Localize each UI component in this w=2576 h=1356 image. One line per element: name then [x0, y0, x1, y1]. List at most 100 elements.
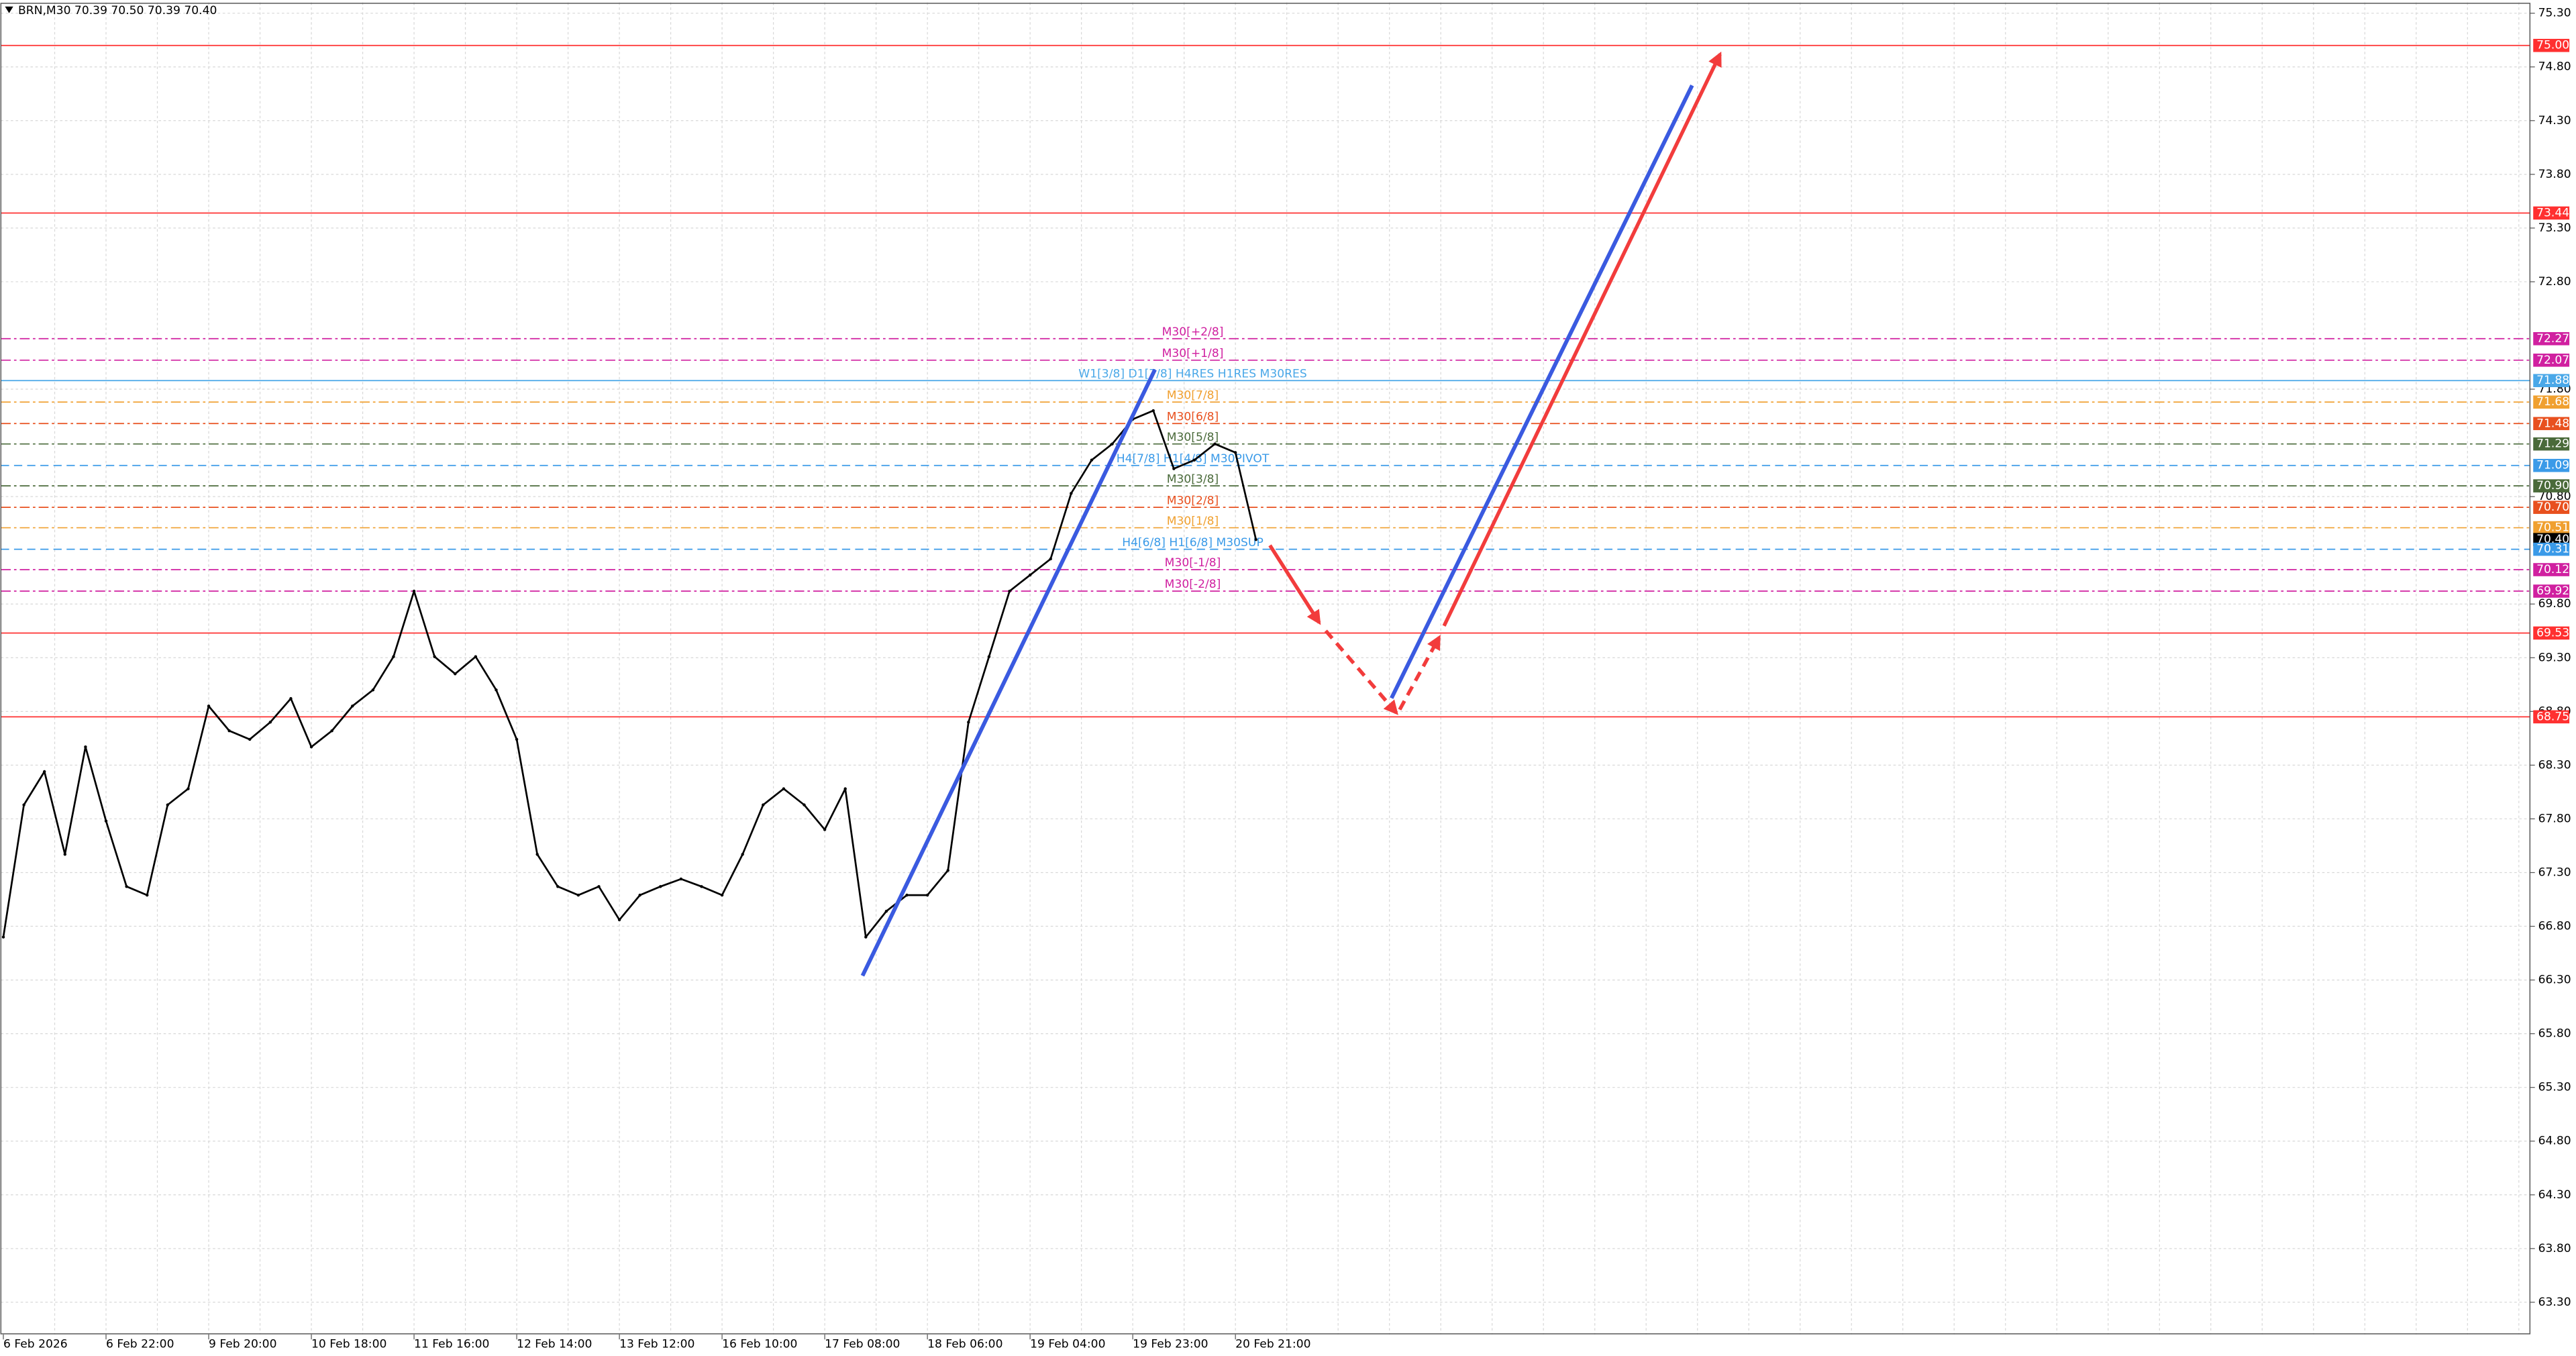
price-point	[762, 803, 765, 806]
arrow-dashed	[1398, 635, 1441, 711]
y-tick-label: 63.30	[2538, 1296, 2571, 1309]
x-tick-label: 12 Feb 14:00	[517, 1338, 592, 1351]
y-tick-label: 67.80	[2538, 812, 2571, 825]
level-box	[2533, 354, 2570, 367]
price-point	[1090, 458, 1094, 462]
price-point	[884, 909, 888, 913]
arrow-dashed	[1324, 629, 1398, 715]
price-point	[864, 935, 868, 939]
price-point	[146, 893, 149, 897]
price-point	[330, 729, 333, 733]
y-tick-label: 74.80	[2538, 60, 2571, 74]
price-point	[351, 705, 354, 708]
level-box	[2533, 584, 2570, 598]
level-label: 72.07	[2536, 354, 2569, 367]
level-text: M30[1/8]	[1167, 515, 1219, 528]
level-text: M30[6/8]	[1167, 410, 1219, 423]
price-point	[454, 672, 457, 676]
x-tick-label: 6 Feb 2026	[3, 1338, 68, 1351]
price-line	[2, 409, 1257, 938]
level-label: 70.12	[2536, 563, 2569, 576]
level-text: M30[+2/8]	[1162, 325, 1224, 339]
price-point	[268, 721, 272, 724]
price-point	[84, 745, 87, 749]
level-label: 69.53	[2536, 626, 2569, 639]
y-tick-label: 70.80	[2538, 490, 2571, 503]
level-label: 70.70	[2536, 501, 2569, 514]
price-point	[556, 885, 560, 888]
axis: 63.30 63.80 64.30 64.80 65.30 65.80 66.30 66.80…	[3, 7, 2571, 1351]
y-tick-label: 72.80	[2538, 275, 2571, 289]
y-tick-label: 73.80	[2538, 168, 2571, 181]
price-point	[987, 655, 991, 658]
y-tick-label: 66.80	[2538, 920, 2571, 933]
level-label: 72.27	[2536, 332, 2569, 346]
level-box	[2533, 710, 2570, 724]
price	[1, 409, 1257, 939]
price-point	[700, 885, 703, 888]
price-point	[495, 688, 498, 692]
y-tick-label: 65.30	[2538, 1081, 2571, 1094]
price-point	[42, 770, 46, 774]
price-point	[1, 935, 5, 939]
arrow	[1268, 544, 1321, 625]
level-box	[2533, 38, 2570, 52]
x-tick-label: 18 Feb 06:00	[927, 1338, 1002, 1351]
y-tick-label: 69.30	[2538, 651, 2571, 664]
level-box	[2533, 206, 2570, 220]
y-tick-label: 67.30	[2538, 866, 2571, 879]
price-point	[104, 819, 108, 823]
levels: M30[+2/8] M30[+1/8] W1[3/8] D1[7/8] H4RES …	[1, 44, 2530, 718]
level-box	[2533, 458, 2570, 472]
level-box	[2533, 374, 2570, 388]
x-tick-label: 10 Feb 18:00	[311, 1338, 387, 1351]
price-point	[474, 655, 478, 658]
price-point	[309, 745, 313, 749]
price-point	[1254, 537, 1257, 541]
level-box	[2533, 437, 2570, 451]
price-point	[597, 885, 601, 888]
level-box	[2533, 331, 2570, 346]
price-point	[1192, 458, 1196, 462]
price-point	[967, 721, 970, 724]
x-tick-label: 16 Feb 10:00	[722, 1338, 797, 1351]
price-point	[1111, 442, 1114, 446]
y-tick-label: 66.30	[2538, 974, 2571, 987]
x-tick-label: 6 Feb 22:00	[106, 1338, 174, 1351]
price-point	[741, 853, 744, 856]
price-point	[1172, 467, 1176, 470]
price-point	[843, 787, 847, 790]
x-tick-label: 19 Feb 23:00	[1133, 1338, 1208, 1351]
level-label: 71.29	[2536, 437, 2569, 451]
level-box	[2533, 501, 2570, 514]
price-point	[679, 877, 683, 881]
level-text: M30[+1/8]	[1162, 347, 1224, 360]
level-text: H4[7/8] H1[4/8] M30PIVOT	[1117, 452, 1270, 466]
price-point	[905, 893, 909, 897]
price-point	[289, 696, 293, 700]
price-point	[617, 918, 621, 922]
level-label: 71.09	[2536, 459, 2569, 472]
price-point	[925, 893, 929, 897]
level-label: 71.48	[2536, 417, 2569, 430]
projection-line	[1390, 85, 1694, 699]
price-point	[371, 688, 375, 692]
price-point	[1070, 492, 1073, 495]
level-box	[2533, 542, 2570, 556]
price-point	[515, 737, 519, 741]
y-tick-label: 75.30	[2538, 7, 2571, 20]
level-text: W1[3/8] D1[7/8] H4RES H1RES M30RES	[1078, 367, 1306, 380]
price-point	[782, 787, 786, 790]
level-text: M30[-1/8]	[1165, 556, 1221, 570]
price-point	[720, 893, 724, 897]
price-point	[125, 885, 128, 888]
price-point	[1028, 573, 1032, 577]
price-point	[187, 787, 190, 790]
price-point	[1213, 442, 1217, 446]
price-point	[166, 803, 170, 806]
y-tick-label: 63.80	[2538, 1242, 2571, 1255]
y-tick-label: 73.30	[2538, 221, 2571, 235]
level-box	[2533, 479, 2570, 492]
